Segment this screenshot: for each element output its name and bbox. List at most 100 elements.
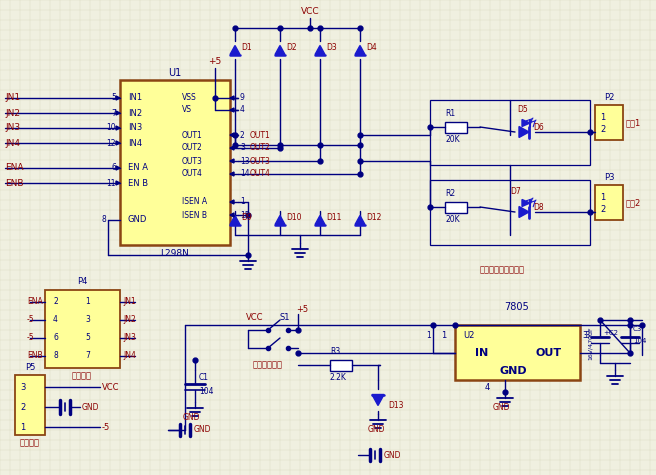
Text: EN A: EN A: [128, 163, 148, 172]
Text: OUT2: OUT2: [182, 143, 203, 152]
Polygon shape: [116, 126, 120, 130]
Text: OUT4: OUT4: [182, 170, 203, 179]
Text: GND: GND: [128, 216, 148, 225]
Text: VCC: VCC: [300, 8, 319, 17]
Text: 2: 2: [20, 402, 25, 411]
Text: D2: D2: [286, 42, 297, 51]
Text: 14: 14: [240, 170, 250, 179]
Polygon shape: [230, 216, 240, 225]
Text: 12: 12: [106, 139, 116, 148]
Polygon shape: [275, 216, 285, 225]
Text: -5: -5: [27, 333, 35, 342]
Polygon shape: [355, 46, 365, 55]
Text: P2: P2: [604, 94, 614, 103]
Text: ISEN A: ISEN A: [182, 198, 207, 207]
Polygon shape: [522, 120, 530, 126]
Text: 4: 4: [53, 315, 58, 324]
Bar: [120, 80, 230, 245]
Text: 10: 10: [106, 124, 116, 133]
Text: 3: 3: [582, 331, 587, 340]
Text: ENA: ENA: [5, 163, 24, 172]
Text: -5: -5: [102, 422, 110, 431]
Text: OUT1: OUT1: [182, 131, 203, 140]
Text: 7: 7: [85, 352, 90, 361]
Text: 8: 8: [101, 216, 106, 225]
Text: 7805: 7805: [504, 302, 529, 312]
Text: D3: D3: [326, 42, 337, 51]
Text: JN2: JN2: [5, 108, 20, 117]
Text: 系统电源: 系统电源: [20, 438, 40, 447]
Bar: [15, 375, 45, 435]
Text: OUT3: OUT3: [182, 156, 203, 165]
Text: 16V/470uF: 16V/470uF: [588, 326, 592, 360]
Text: 5: 5: [85, 333, 90, 342]
Bar: [595, 105, 623, 140]
Text: GND: GND: [493, 403, 510, 412]
Polygon shape: [230, 133, 234, 137]
Text: D12: D12: [366, 212, 381, 221]
Bar: [455, 325, 580, 380]
Text: D13: D13: [388, 400, 403, 409]
Bar: [445, 122, 467, 133]
Text: D6: D6: [533, 124, 544, 133]
Text: 2: 2: [240, 131, 245, 140]
Polygon shape: [519, 126, 529, 137]
Text: C1: C1: [199, 373, 209, 382]
Text: U1: U1: [169, 68, 182, 78]
Polygon shape: [372, 395, 384, 406]
Text: JN3: JN3: [5, 124, 20, 133]
Text: D8: D8: [533, 203, 544, 212]
Text: 20K: 20K: [445, 216, 460, 225]
Polygon shape: [230, 96, 234, 100]
Text: OUT4: OUT4: [250, 170, 271, 179]
Text: 1: 1: [441, 331, 446, 340]
Text: C3: C3: [633, 326, 642, 332]
Text: 6: 6: [111, 163, 116, 172]
Polygon shape: [315, 46, 325, 55]
Text: EN B: EN B: [128, 179, 148, 188]
Text: R1: R1: [445, 110, 455, 118]
Text: R3: R3: [330, 348, 340, 357]
Text: 5: 5: [111, 94, 116, 103]
Text: ENA: ENA: [27, 297, 43, 306]
Polygon shape: [116, 166, 120, 170]
Text: 4: 4: [240, 105, 245, 114]
Text: ISEN B: ISEN B: [182, 210, 207, 219]
Text: S1: S1: [280, 314, 291, 323]
Text: D5: D5: [517, 105, 527, 114]
Text: IN2: IN2: [128, 108, 142, 117]
Text: +5: +5: [296, 305, 308, 314]
Text: 1: 1: [600, 192, 605, 201]
Text: GND: GND: [183, 414, 201, 422]
Text: 6: 6: [53, 333, 58, 342]
Text: IN4: IN4: [128, 139, 142, 148]
Text: D7: D7: [510, 188, 521, 197]
Polygon shape: [116, 141, 120, 145]
Polygon shape: [116, 96, 120, 100]
Text: R2: R2: [445, 190, 455, 199]
Text: VCC: VCC: [102, 382, 119, 391]
Text: L298N: L298N: [161, 248, 190, 257]
Text: 电机控制: 电机控制: [72, 371, 92, 380]
Bar: [330, 360, 352, 371]
Text: VS: VS: [182, 105, 192, 114]
Text: 9: 9: [240, 94, 245, 103]
Polygon shape: [355, 216, 365, 225]
Polygon shape: [230, 213, 234, 217]
Text: GND: GND: [194, 426, 211, 435]
Text: IN3: IN3: [128, 124, 142, 133]
Text: +5: +5: [209, 57, 222, 67]
Text: OUT3: OUT3: [250, 156, 271, 165]
Bar: [45, 290, 120, 368]
Text: JN1: JN1: [123, 297, 136, 306]
Text: U2: U2: [463, 331, 474, 340]
Text: P5: P5: [25, 362, 35, 371]
Polygon shape: [230, 200, 234, 204]
Text: 电机转动方向指示灯: 电机转动方向指示灯: [480, 266, 525, 275]
Text: 104: 104: [199, 388, 213, 397]
Bar: [430, 180, 590, 245]
Text: 15: 15: [240, 210, 250, 219]
Text: 11: 11: [106, 179, 116, 188]
Text: 1: 1: [426, 331, 431, 340]
Text: GND: GND: [368, 426, 386, 435]
